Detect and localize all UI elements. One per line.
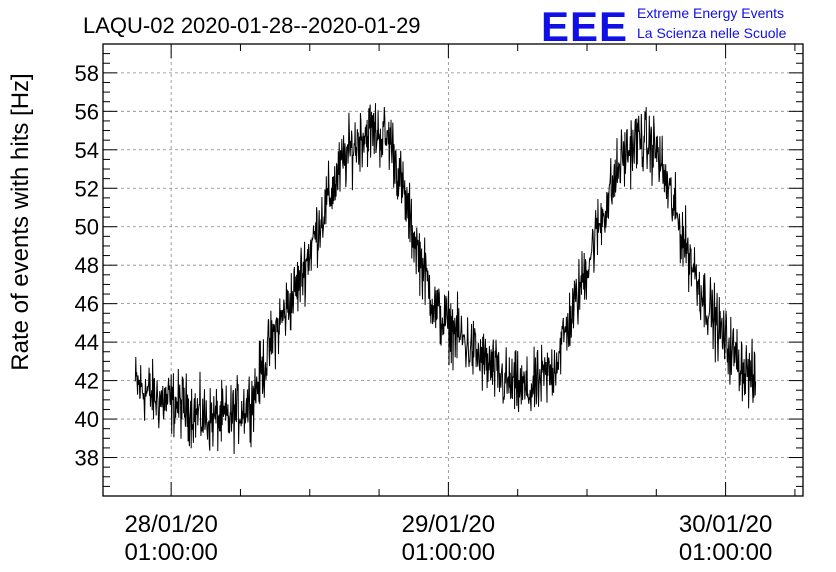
y-tick-label: 52	[75, 176, 99, 201]
x-tick-label-date: 30/01/20	[679, 511, 772, 538]
x-tick-label-date: 29/01/20	[402, 511, 495, 538]
y-tick-label: 56	[75, 99, 99, 124]
x-tick-label-time: 01:00:00	[402, 539, 495, 566]
logo-line2: La Scienza nelle Scuole	[637, 25, 787, 41]
logo-line1: Extreme Energy Events	[637, 5, 784, 21]
x-tick-label-time: 01:00:00	[679, 539, 772, 566]
y-tick-label: 48	[75, 253, 99, 278]
x-tick-label-time: 01:00:00	[124, 539, 217, 566]
plot-frame	[102, 43, 804, 497]
y-tick-label: 54	[75, 138, 99, 163]
logo-mark: EEE	[541, 3, 628, 50]
y-tick-label: 46	[75, 292, 99, 317]
y-axis-label: Rate of events with hits [Hz]	[7, 73, 34, 370]
y-tick-label: 38	[75, 446, 99, 471]
y-tick-label: 50	[75, 215, 99, 240]
y-tick-label: 44	[75, 330, 99, 355]
eee-logo: EEE Extreme Energy Events La Scienza nel…	[541, 3, 787, 50]
chart-title: LAQU-02 2020-01-28--2020-01-29	[83, 13, 421, 38]
y-tick-label: 40	[75, 407, 99, 432]
data-layer	[134, 103, 757, 455]
x-tick-label-date: 28/01/20	[124, 511, 217, 538]
y-tick-label: 42	[75, 369, 99, 394]
tick-labels: 384042444648505254565828/01/2001:00:0029…	[75, 61, 773, 566]
series-line	[134, 103, 757, 455]
y-tick-label: 58	[75, 61, 99, 86]
